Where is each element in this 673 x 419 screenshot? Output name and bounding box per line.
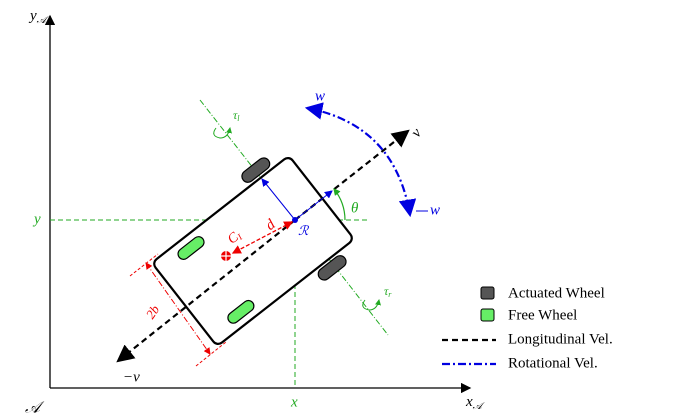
robot — [143, 144, 364, 358]
legend: Actuated Wheel Free Wheel Longitudinal V… — [442, 285, 613, 371]
tau-r-label: τr — [384, 284, 392, 299]
legend-label: Free Wheel — [508, 307, 577, 323]
frame-label: ℛ — [298, 223, 310, 238]
origin-label: 𝒜 — [25, 400, 45, 417]
legend-label: Longitudinal Vel. — [508, 331, 613, 347]
pose-y-label: y — [32, 211, 41, 227]
legend-label: Actuated Wheel — [508, 285, 605, 301]
legend-swatch — [481, 287, 494, 299]
legend-swatch — [481, 309, 494, 321]
pose-x-label: x — [290, 394, 298, 410]
y-axis-label: y𝒜 — [28, 8, 50, 26]
tau-l-label: τl — [233, 108, 240, 123]
width-label: 2b — [143, 302, 163, 322]
w-top-label: w — [315, 88, 325, 104]
width-extension — [196, 342, 226, 366]
tau-l-arrow — [214, 128, 230, 138]
w-right-label: w — [430, 202, 440, 218]
minus-v-label: −v — [123, 369, 140, 385]
v-label: v — [408, 125, 425, 141]
theta-label: θ — [351, 200, 359, 216]
diagram: y𝒜 x𝒜 𝒜 y x τl τr v −v θ ℛ d CI 2b w w — [0, 0, 673, 419]
legend-label: Rotational Vel. — [508, 355, 598, 371]
x-axis-label: x𝒜 — [465, 394, 486, 412]
